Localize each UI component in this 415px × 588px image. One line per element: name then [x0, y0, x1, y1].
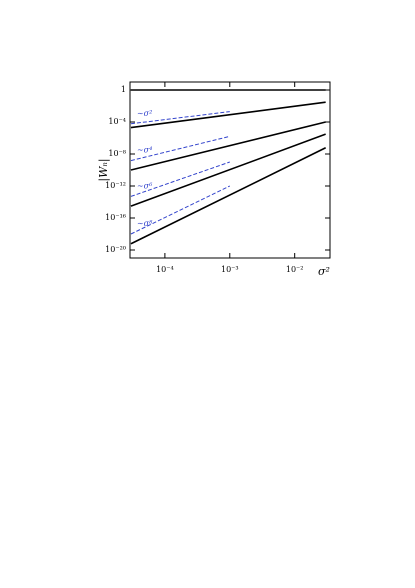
series-line	[130, 185, 231, 235]
y-tick-label: 10⁻⁸	[108, 149, 126, 158]
y-tick-label: 10⁻¹²	[105, 181, 126, 190]
y-tick-label: 10⁻⁴	[108, 117, 126, 126]
series-line	[130, 101, 326, 129]
x-tick-label: 10⁻⁴	[156, 265, 174, 274]
series-line	[130, 147, 327, 245]
series-line	[130, 111, 230, 125]
series-line	[130, 121, 326, 171]
x-tick-label: 10⁻³	[221, 265, 239, 274]
y-axis-label: |Wₙ|	[97, 158, 111, 181]
annotation: ∼σ⁸	[137, 219, 153, 228]
x-tick-label: 10⁻²	[286, 265, 304, 274]
annotation: ∼σ²	[137, 109, 152, 118]
series-line	[130, 133, 326, 207]
y-tick-label: 10⁻²⁰	[105, 245, 126, 254]
x-axis-label: σ²	[318, 265, 330, 278]
y-tick-label: 10⁻¹⁶	[105, 213, 126, 222]
annotation: ∼σ⁶	[137, 181, 153, 190]
annotation: ∼σ⁴	[137, 146, 152, 155]
series-line	[130, 161, 230, 197]
y-tick-label: 1	[121, 85, 126, 94]
series-line	[130, 135, 230, 162]
